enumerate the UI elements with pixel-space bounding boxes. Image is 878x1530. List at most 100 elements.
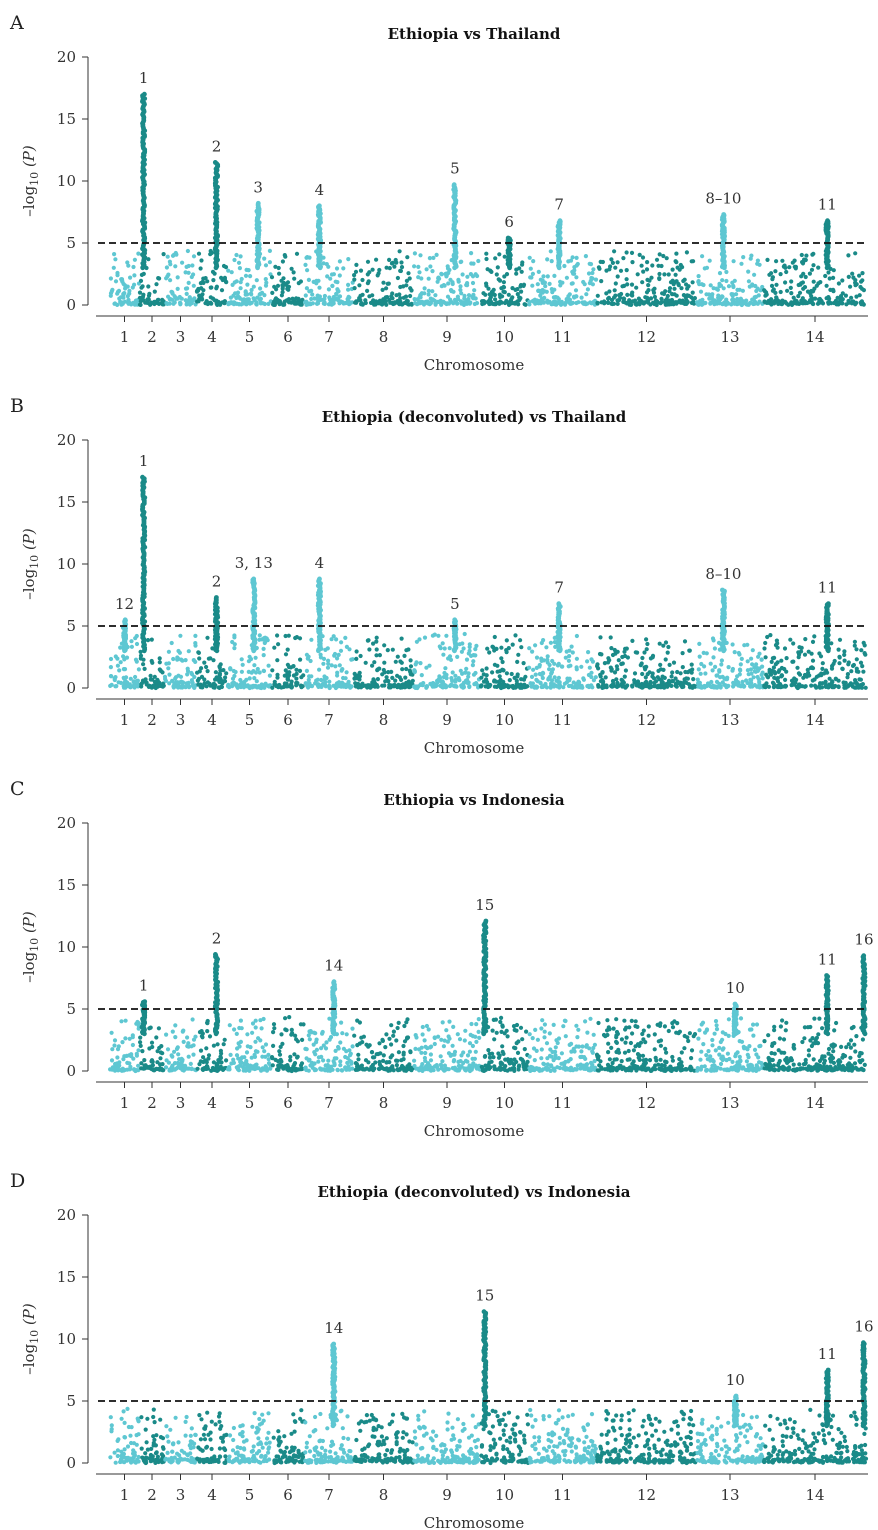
snp-point — [270, 290, 275, 295]
snp-point — [759, 657, 764, 662]
snp-point — [171, 656, 176, 662]
snp-point — [641, 684, 646, 689]
y-axis-label: –log10 (P) — [20, 145, 41, 217]
snp-point — [169, 289, 174, 294]
snp-point — [557, 683, 562, 689]
snp-point — [121, 675, 126, 680]
snp-point — [138, 302, 143, 307]
snp-point — [806, 649, 811, 654]
snp-point — [261, 668, 266, 673]
snp-point — [191, 283, 196, 288]
snp-point — [126, 301, 131, 306]
snp-point — [307, 289, 312, 294]
snp-point — [163, 1065, 169, 1070]
snp-point — [757, 262, 762, 267]
snp-point — [576, 679, 581, 684]
snp-point — [562, 263, 567, 269]
snp-point — [111, 265, 116, 270]
snp-point — [521, 282, 527, 287]
snp-point — [135, 300, 140, 305]
snp-point — [413, 301, 418, 306]
snp-point — [545, 654, 550, 659]
snp-point — [340, 680, 345, 685]
snp-point — [204, 1060, 209, 1065]
snp-point — [271, 1043, 276, 1048]
snp-point — [156, 301, 162, 306]
snp-point — [493, 256, 498, 261]
snp-point — [820, 666, 825, 672]
snp-point — [624, 250, 629, 255]
snp-point — [201, 288, 206, 293]
snp-point — [726, 284, 732, 289]
panel-title: Ethiopia (deconvoluted) vs Thailand — [322, 408, 627, 426]
snp-point — [303, 262, 308, 267]
snp-point — [734, 299, 740, 305]
snp-point — [495, 669, 500, 674]
snp-point — [197, 656, 202, 661]
snp-point — [386, 670, 391, 675]
snp-point — [134, 1068, 139, 1073]
snp-point — [275, 633, 280, 638]
snp-point — [188, 1061, 193, 1066]
snp-point — [183, 286, 189, 291]
snp-point — [718, 684, 723, 689]
snp-point — [123, 685, 128, 690]
snp-point — [115, 663, 120, 668]
snp-point — [502, 290, 507, 295]
y-tick-label: 15 — [57, 876, 76, 894]
snp-point — [218, 676, 223, 681]
snp-point — [830, 663, 835, 669]
snp-point — [366, 683, 371, 688]
x-tick-label: 7 — [324, 711, 334, 729]
snp-point — [794, 684, 799, 689]
snp-point — [178, 633, 183, 638]
snp-point — [207, 681, 212, 686]
snp-point — [859, 279, 864, 284]
snp-point — [288, 665, 293, 670]
snp-point — [380, 287, 385, 292]
snp-point — [246, 669, 251, 675]
snp-point — [435, 279, 440, 284]
snp-point — [270, 1056, 275, 1061]
snp-point — [479, 683, 484, 688]
snp-point — [608, 635, 613, 640]
snp-point — [123, 1018, 128, 1023]
snp-point — [575, 261, 580, 267]
snp-point — [712, 646, 718, 651]
snp-point — [270, 1063, 275, 1068]
snp-point — [204, 1046, 209, 1051]
peak-point — [317, 203, 322, 209]
snp-point — [586, 684, 591, 689]
snp-point — [286, 297, 292, 302]
snp-point — [724, 269, 729, 275]
snp-point — [487, 292, 492, 297]
snp-point — [186, 263, 191, 269]
snp-point — [689, 259, 694, 264]
snp-point — [404, 283, 409, 288]
snp-point — [195, 288, 200, 293]
snp-point — [240, 297, 245, 302]
snp-point — [585, 287, 591, 292]
snp-point — [458, 284, 463, 289]
x-tick-label: 3 — [176, 328, 186, 346]
snp-point — [588, 262, 594, 267]
snp-point — [674, 251, 679, 256]
snp-point — [837, 637, 843, 642]
peak-label: 5 — [450, 595, 460, 613]
snp-point — [239, 669, 244, 674]
snp-point — [252, 663, 257, 668]
snp-point — [259, 682, 264, 687]
snp-point — [678, 671, 683, 676]
snp-point — [629, 282, 635, 287]
x-tick-label: 1 — [120, 711, 130, 729]
snp-point — [765, 634, 770, 640]
snp-point — [680, 683, 685, 688]
snp-point — [437, 676, 442, 681]
snp-point — [261, 653, 266, 658]
snp-point — [340, 300, 345, 305]
snp-point — [156, 297, 161, 302]
snp-point — [645, 260, 650, 265]
snp-point — [783, 300, 788, 305]
snp-point — [473, 272, 478, 277]
snp-point — [613, 281, 618, 286]
